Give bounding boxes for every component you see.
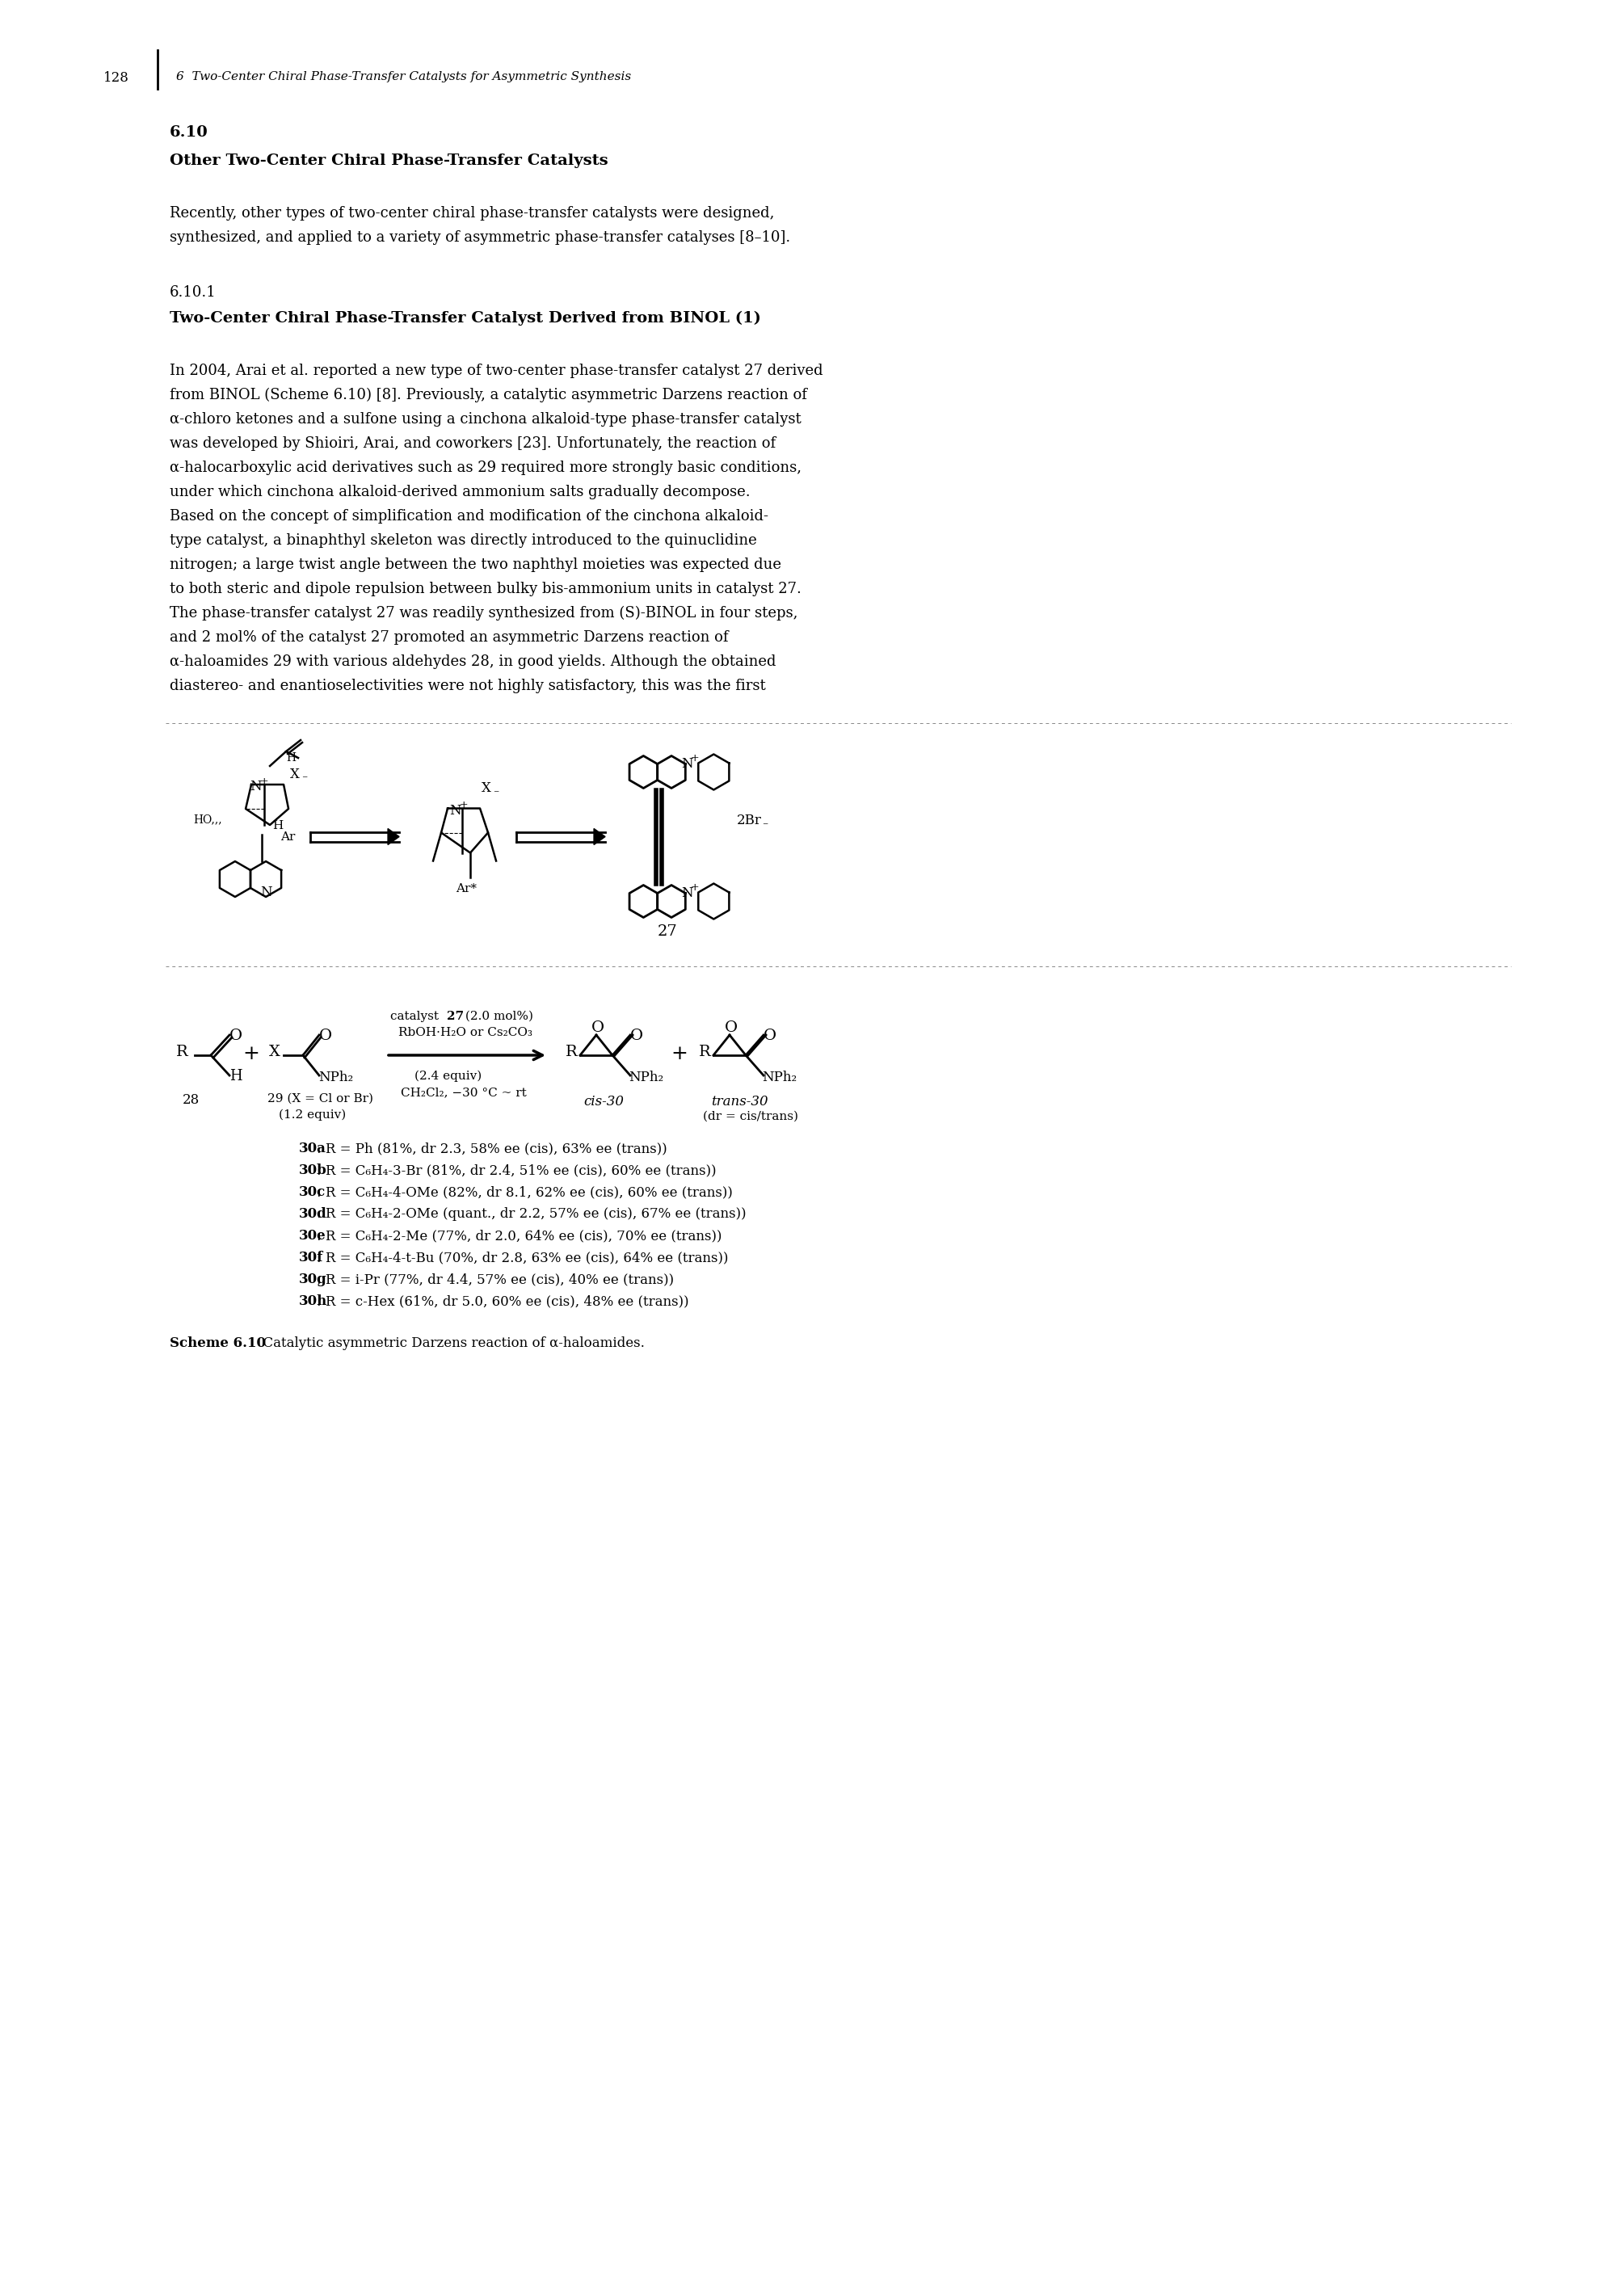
Text: H: H bbox=[286, 753, 296, 765]
Text: +: + bbox=[260, 776, 270, 787]
Text: O: O bbox=[630, 1028, 643, 1044]
Text: 30e: 30e bbox=[299, 1229, 326, 1243]
Text: R: R bbox=[175, 1044, 188, 1060]
Text: was developed by Shioiri, Arai, and coworkers [23]. Unfortunately, the reaction : was developed by Shioiri, Arai, and cowo… bbox=[169, 437, 776, 451]
Text: to both steric and dipole repulsion between bulky bis-ammonium units in catalyst: to both steric and dipole repulsion betw… bbox=[169, 581, 801, 597]
Text: X: X bbox=[270, 1044, 281, 1060]
Text: Ar: Ar bbox=[281, 831, 296, 842]
Text: Two-Center Chiral Phase-Transfer Catalyst Derived from BINOL (1): Two-Center Chiral Phase-Transfer Catalys… bbox=[169, 311, 762, 325]
Text: O: O bbox=[763, 1028, 776, 1044]
Text: ⁻: ⁻ bbox=[762, 822, 768, 833]
Text: H: H bbox=[229, 1069, 242, 1083]
Text: Catalytic asymmetric Darzens reaction of α-haloamides.: Catalytic asymmetric Darzens reaction of… bbox=[255, 1337, 645, 1351]
Text: 27: 27 bbox=[658, 925, 677, 938]
Text: +: + bbox=[242, 1044, 260, 1064]
Text: (2.0 mol%): (2.0 mol%) bbox=[461, 1012, 533, 1023]
Text: : R = C₆H₄-4-t-Bu (70%, dr 2.8, 63% ee (cis), 64% ee (trans)): : R = C₆H₄-4-t-Bu (70%, dr 2.8, 63% ee (… bbox=[317, 1250, 729, 1264]
Text: type catalyst, a binaphthyl skeleton was directly introduced to the quinuclidine: type catalyst, a binaphthyl skeleton was… bbox=[169, 533, 757, 547]
Text: RbOH·H₂O or Cs₂CO₃: RbOH·H₂O or Cs₂CO₃ bbox=[398, 1028, 533, 1039]
Text: In 2004, Arai et al. reported a new type of two-center phase-transfer catalyst 2: In 2004, Arai et al. reported a new type… bbox=[169, 364, 823, 378]
Text: (2.4 equiv): (2.4 equiv) bbox=[414, 1071, 482, 1083]
Text: N: N bbox=[260, 886, 273, 900]
Text: HO,,,: HO,,, bbox=[193, 813, 222, 824]
Text: α-haloamides 29 with various aldehydes 28, in good yields. Although the obtained: α-haloamides 29 with various aldehydes 2… bbox=[169, 655, 776, 668]
Text: (1.2 equiv): (1.2 equiv) bbox=[279, 1110, 346, 1122]
Text: diastereo- and enantioselectivities were not highly satisfactory, this was the f: diastereo- and enantioselectivities were… bbox=[169, 680, 767, 694]
Text: from BINOL (Scheme 6.10) [8]. Previously, a catalytic asymmetric Darzens reactio: from BINOL (Scheme 6.10) [8]. Previously… bbox=[169, 387, 807, 403]
Text: cis-30: cis-30 bbox=[583, 1094, 624, 1108]
Text: nitrogen; a large twist angle between the two naphthyl moieties was expected due: nitrogen; a large twist angle between th… bbox=[169, 559, 781, 572]
Text: Recently, other types of two-center chiral phase-transfer catalysts were designe: Recently, other types of two-center chir… bbox=[169, 206, 775, 220]
Text: : R = Ph (81%, dr 2.3, 58% ee (cis), 63% ee (trans)): : R = Ph (81%, dr 2.3, 58% ee (cis), 63%… bbox=[317, 1142, 667, 1156]
Text: O: O bbox=[591, 1021, 604, 1035]
Text: Based on the concept of simplification and modification of the cinchona alkaloid: Based on the concept of simplification a… bbox=[169, 508, 768, 524]
Text: R: R bbox=[698, 1044, 711, 1060]
Text: +: + bbox=[460, 801, 468, 810]
Text: X: X bbox=[482, 783, 490, 797]
Text: N: N bbox=[680, 886, 693, 900]
Text: O: O bbox=[320, 1028, 333, 1044]
Text: CH₂Cl₂, −30 °C ~ rt: CH₂Cl₂, −30 °C ~ rt bbox=[401, 1087, 526, 1099]
Text: O: O bbox=[229, 1028, 242, 1044]
Text: : R = C₆H₄-3-Br (81%, dr 2.4, 51% ee (cis), 60% ee (trans)): : R = C₆H₄-3-Br (81%, dr 2.4, 51% ee (ci… bbox=[317, 1163, 716, 1177]
Text: 30d: 30d bbox=[299, 1206, 326, 1220]
Text: H: H bbox=[273, 819, 283, 831]
Text: N: N bbox=[450, 803, 461, 817]
Text: N: N bbox=[250, 781, 261, 794]
Text: N: N bbox=[680, 758, 693, 771]
Text: : R = c-Hex (61%, dr 5.0, 60% ee (cis), 48% ee (trans)): : R = c-Hex (61%, dr 5.0, 60% ee (cis), … bbox=[317, 1293, 689, 1307]
Text: 30h: 30h bbox=[299, 1293, 328, 1307]
Text: 30g: 30g bbox=[299, 1273, 326, 1286]
Text: 28: 28 bbox=[182, 1094, 200, 1108]
Text: ⁻: ⁻ bbox=[494, 790, 499, 801]
Text: : R = C₆H₄-4-OMe (82%, dr 8.1, 62% ee (cis), 60% ee (trans)): : R = C₆H₄-4-OMe (82%, dr 8.1, 62% ee (c… bbox=[317, 1186, 732, 1199]
Text: 128: 128 bbox=[104, 71, 130, 85]
Text: 30b: 30b bbox=[299, 1163, 326, 1177]
Text: (dr = cis/trans): (dr = cis/trans) bbox=[703, 1110, 799, 1122]
Text: +: + bbox=[671, 1044, 687, 1064]
Polygon shape bbox=[388, 829, 400, 845]
Text: X: X bbox=[291, 767, 300, 781]
Text: catalyst: catalyst bbox=[390, 1012, 443, 1023]
Text: : R = C₆H₄-2-OMe (quant., dr 2.2, 57% ee (cis), 67% ee (trans)): : R = C₆H₄-2-OMe (quant., dr 2.2, 57% ee… bbox=[317, 1206, 747, 1220]
Text: and 2 mol% of the catalyst 27 promoted an asymmetric Darzens reaction of: and 2 mol% of the catalyst 27 promoted a… bbox=[169, 629, 729, 645]
Text: R: R bbox=[565, 1044, 578, 1060]
Text: The phase-transfer catalyst 27 was readily synthesized from (S)-BINOL in four st: The phase-transfer catalyst 27 was readi… bbox=[169, 607, 797, 620]
Text: 30c: 30c bbox=[299, 1186, 326, 1199]
Text: O: O bbox=[724, 1021, 737, 1035]
Text: α-halocarboxylic acid derivatives such as 29 required more strongly basic condit: α-halocarboxylic acid derivatives such a… bbox=[169, 460, 802, 476]
Text: Other Two-Center Chiral Phase-Transfer Catalysts: Other Two-Center Chiral Phase-Transfer C… bbox=[169, 153, 607, 167]
Text: trans-30: trans-30 bbox=[711, 1094, 768, 1108]
Text: : R = C₆H₄-2-Me (77%, dr 2.0, 64% ee (cis), 70% ee (trans)): : R = C₆H₄-2-Me (77%, dr 2.0, 64% ee (ci… bbox=[317, 1229, 723, 1243]
Text: +: + bbox=[690, 753, 700, 765]
Text: NPh₂: NPh₂ bbox=[628, 1071, 664, 1085]
Text: 29 (X = Cl or Br): 29 (X = Cl or Br) bbox=[268, 1094, 374, 1106]
Text: under which cinchona alkaloid-derived ammonium salts gradually decompose.: under which cinchona alkaloid-derived am… bbox=[169, 485, 750, 499]
Text: 30f: 30f bbox=[299, 1250, 323, 1264]
Polygon shape bbox=[594, 829, 606, 845]
Text: NPh₂: NPh₂ bbox=[762, 1071, 797, 1085]
Text: NPh₂: NPh₂ bbox=[318, 1071, 352, 1085]
Text: Ar*: Ar* bbox=[456, 884, 477, 895]
Text: 6.10.1: 6.10.1 bbox=[169, 286, 216, 300]
Text: Scheme 6.10: Scheme 6.10 bbox=[169, 1337, 266, 1351]
Text: ⁻: ⁻ bbox=[302, 774, 307, 785]
Text: 27: 27 bbox=[447, 1012, 464, 1023]
Text: synthesized, and applied to a variety of asymmetric phase-transfer catalyses [8–: synthesized, and applied to a variety of… bbox=[169, 231, 791, 245]
Text: 6.10: 6.10 bbox=[169, 126, 208, 140]
Text: : R = i-Pr (77%, dr 4.4, 57% ee (cis), 40% ee (trans)): : R = i-Pr (77%, dr 4.4, 57% ee (cis), 4… bbox=[317, 1273, 674, 1286]
Text: α-chloro ketones and a sulfone using a cinchona alkaloid-type phase-transfer cat: α-chloro ketones and a sulfone using a c… bbox=[169, 412, 801, 426]
Text: +: + bbox=[690, 884, 700, 893]
Text: 30a: 30a bbox=[299, 1142, 326, 1156]
Text: 2Br: 2Br bbox=[736, 815, 762, 829]
Text: 6  Two-Center Chiral Phase-Transfer Catalysts for Asymmetric Synthesis: 6 Two-Center Chiral Phase-Transfer Catal… bbox=[175, 71, 632, 82]
